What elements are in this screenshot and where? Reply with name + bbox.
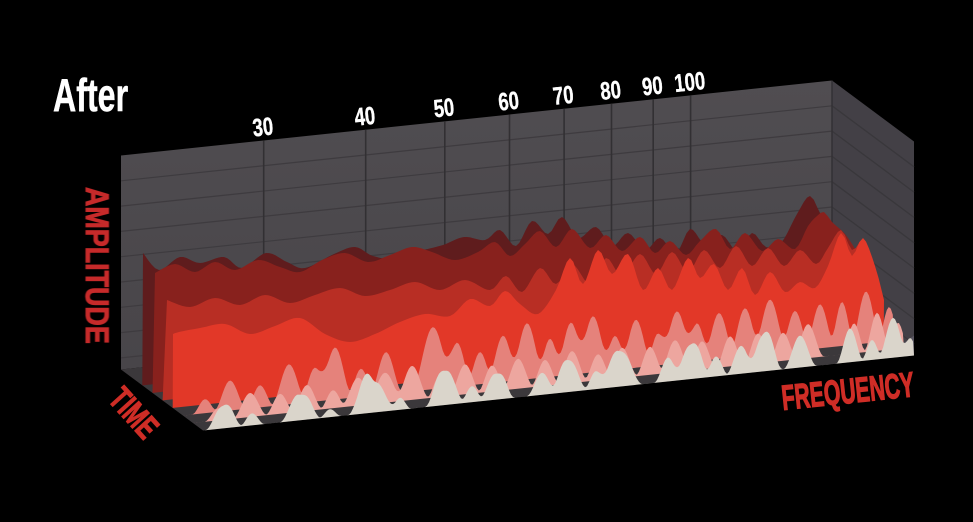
svg-text:After: After xyxy=(53,70,128,121)
svg-text:100: 100 xyxy=(673,66,707,98)
svg-text:70: 70 xyxy=(551,80,574,110)
svg-text:60: 60 xyxy=(497,86,520,116)
svg-text:90: 90 xyxy=(641,71,664,101)
svg-text:50: 50 xyxy=(432,93,455,123)
svg-text:40: 40 xyxy=(353,101,376,131)
svg-text:80: 80 xyxy=(599,75,622,105)
svg-text:30: 30 xyxy=(251,112,274,142)
svg-text:AMPLITUDE: AMPLITUDE xyxy=(78,187,114,344)
